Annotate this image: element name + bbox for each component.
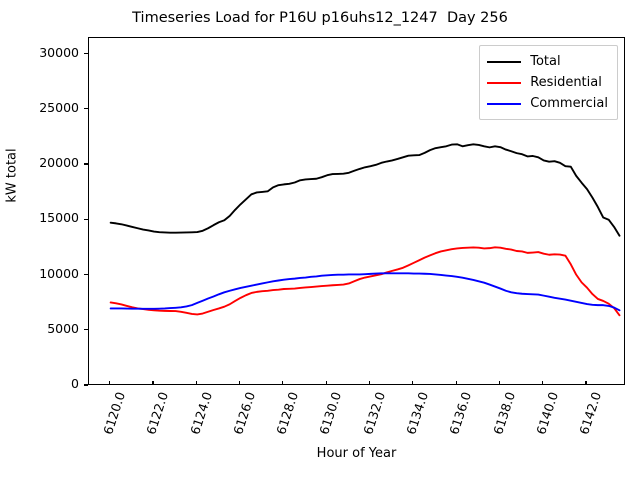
x-tick-label: 6140.0 [533,390,561,437]
legend-label: Commercial [530,96,608,111]
y-tick-mark [83,163,88,165]
plot-lines [109,143,621,317]
legend-swatch-residential [487,81,522,84]
x-tick-mark [195,380,197,385]
chart-title: Timeseries Load for P16U p16uhs12_1247 D… [132,10,508,26]
y-tick-mark [83,108,88,110]
y-tick-mark [83,329,88,331]
x-tick-mark [498,380,500,385]
y-tick-label: 10000 [39,265,79,281]
series-line-residential [109,246,621,317]
y-axis-label: kW total [4,148,20,203]
legend-swatch-total [487,60,522,63]
y-tick-mark [83,52,88,55]
x-tick-mark [412,380,414,385]
x-tick-mark [542,380,544,385]
x-tick-mark [152,380,154,385]
y-tick-label: 15000 [39,210,79,226]
series-line-commercial [109,272,621,312]
y-axis-ticks: 0 5000 10000 15000 20000 25000 30000 [0,37,88,391]
x-tick-label: 6120.0 [100,390,128,437]
x-tick-label: 6124.0 [186,390,215,437]
x-tick-label: 6122.0 [143,390,172,437]
x-tick-mark [109,380,111,385]
x-tick-label: 6126.0 [230,390,258,437]
x-axis-ticks: 6120.0 6122.0 6124.0 6126.0 6128.0 6130.0 6132… [88,380,625,480]
x-tick-label: 6128.0 [273,390,302,437]
series-line-total [109,143,621,237]
y-tick-label: 20000 [39,155,79,171]
chart-legend: Total Residential Commercial [479,45,618,120]
legend-item-total[interactable]: Total [487,51,608,72]
legend-swatch-commercial [487,102,522,105]
x-tick-mark [455,380,457,385]
x-tick-mark [585,380,587,385]
legend-item-commercial[interactable]: Commercial [487,93,608,114]
legend-label: Total [530,54,561,69]
x-axis-label: Hour of Year [316,446,397,461]
x-tick-mark [238,380,241,385]
x-tick-mark [325,380,327,385]
x-tick-label: 6130.0 [316,390,345,437]
y-tick-mark [83,218,88,220]
x-tick-label: 6136.0 [446,390,475,437]
x-tick-mark [282,380,284,385]
plot-area [88,37,625,385]
x-tick-label: 6138.0 [489,390,518,437]
legend-item-residential[interactable]: Residential [487,72,608,93]
x-tick-label: 6132.0 [359,390,388,437]
x-tick-mark [368,380,371,385]
y-tick-mark [83,273,88,276]
legend-label: Residential [530,75,602,90]
y-tick-label: 5000 [47,320,79,336]
y-tick-label: 25000 [39,99,79,115]
x-tick-label: 6134.0 [403,390,432,437]
y-tick-mark [83,384,88,386]
x-tick-label: 6142.0 [576,390,605,437]
y-tick-label: 30000 [39,44,79,60]
y-tick-label: 0 [71,376,79,391]
